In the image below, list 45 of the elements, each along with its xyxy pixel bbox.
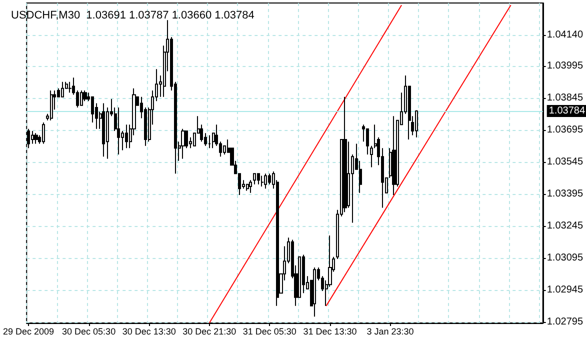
candlestick [257,173,260,185]
candlestick [208,134,211,149]
candlestick [31,130,34,144]
candlestick [268,173,271,185]
candlestick [415,110,418,138]
candlestick [50,90,53,121]
x-tick-label: 3 Jan 23:30 [366,326,414,336]
x-tick-label: 29 Dec 2009 [2,326,54,336]
candlestick [83,90,87,102]
candlestick [366,128,369,155]
candlestick [302,254,305,294]
x-tick-label: 31 Dec 13:30 [303,326,357,336]
candlestick [125,124,128,149]
x-tick-label: 30 Dec 21:30 [182,326,236,336]
candlestick [264,173,267,190]
candlestick [261,175,264,187]
y-tick-label: 1.04140 [546,30,584,40]
candlestick [102,102,105,158]
y-tick-label: 1.03995 [546,60,584,72]
y-tick-label: 1.03245 [546,220,584,232]
x-tick-label: 30 Dec 05:30 [62,326,116,336]
candlestick [253,173,256,185]
candlestick [61,81,64,98]
text: USDCHF,M30 1.03691 1.03787 1.03660 1.03784 [11,10,254,22]
y-tick-label: 1.02945 [546,284,584,296]
candlestick [313,267,316,318]
y-tick-label: 1.03545 [546,156,584,168]
candlestick [68,81,72,94]
candlestick [42,122,45,144]
y-tick-label: 1.02795 [546,316,584,328]
candlestick [343,96,347,213]
y-tick-label: 1.03845 [546,92,584,104]
x-tick-label: 30 Dec 13:30 [122,326,176,336]
candlestick [392,116,396,196]
y-tick-label: 1.03395 [546,188,584,200]
candlestick [34,132,38,144]
candlestick [80,90,83,106]
candlestick [246,184,249,192]
candlestick [249,180,252,194]
y-tick-label: 1.03095 [546,252,584,264]
candlestick [117,107,120,155]
y-tick-label: 1.03695 [546,124,584,136]
x-tick-label: 31 Dec 05:30 [242,326,296,336]
candlestick [181,128,185,160]
ref-line-label: 1.03784 [548,105,586,116]
